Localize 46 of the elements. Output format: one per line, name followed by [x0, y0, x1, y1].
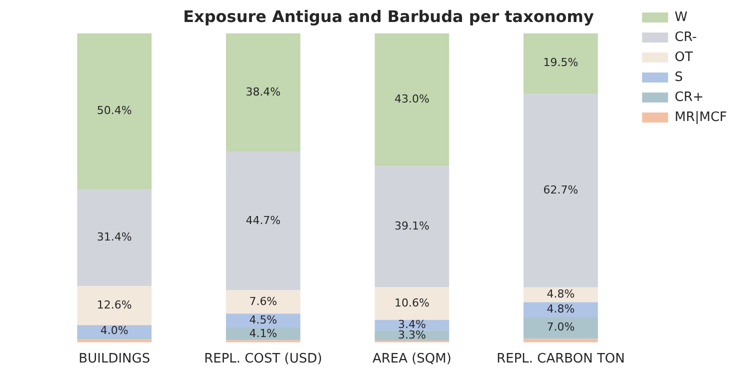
data-label: 4.5%: [249, 313, 278, 326]
data-label: 4.8%: [546, 288, 575, 301]
data-label: 4.1%: [249, 326, 278, 340]
legend-label: CR+: [674, 90, 704, 105]
legend-label: MR|MCF: [674, 110, 728, 125]
bar: [77, 286, 152, 326]
x-tick-label: BUILDINGS: [78, 352, 150, 367]
bar: [374, 166, 450, 288]
bar: [524, 338, 598, 342]
legend-label: W: [674, 10, 688, 25]
data-label: 38.4%: [246, 85, 281, 98]
data-label: 12.6%: [96, 298, 132, 312]
bar: [524, 302, 598, 318]
data-label: 43.0%: [394, 92, 430, 106]
legend-label: S: [674, 70, 683, 85]
data-label: 7.6%: [249, 294, 278, 308]
bar: [226, 290, 300, 314]
bar: [77, 325, 152, 338]
x-tick-label: REPL. CARBON TON: [496, 352, 625, 367]
data-label: 44.7%: [246, 214, 281, 227]
legend-label: CR-: [674, 30, 698, 45]
chart-title: Exposure Antigua and Barbuda per taxonomy: [183, 6, 594, 26]
data-label: 4.8%: [546, 302, 575, 316]
bar: [524, 93, 598, 288]
data-label: 62.7%: [543, 183, 578, 196]
bar: [524, 33, 598, 94]
bar: [77, 189, 152, 286]
data-label: 10.6%: [394, 296, 430, 310]
bar: [226, 314, 300, 328]
data-label: 31.4%: [96, 230, 132, 244]
bar: [226, 152, 300, 290]
data-label: 3.3%: [398, 328, 426, 342]
data-label: 4.0%: [100, 324, 128, 338]
bar: [226, 33, 300, 152]
x-tick-label: REPL. COST (USD): [204, 352, 322, 367]
legend-label: OT: [674, 50, 693, 65]
data-label: 50.4%: [96, 104, 132, 117]
data-label: 7.0%: [546, 320, 575, 334]
bar: [524, 317, 598, 339]
bar: [77, 33, 152, 190]
x-tick-label: AREA (SQM): [372, 352, 452, 367]
data-label: 19.5%: [543, 56, 578, 70]
bar: [374, 287, 450, 320]
bar: [374, 33, 450, 166]
data-label: 3.4%: [398, 318, 426, 331]
data-label: 39.1%: [394, 219, 430, 232]
